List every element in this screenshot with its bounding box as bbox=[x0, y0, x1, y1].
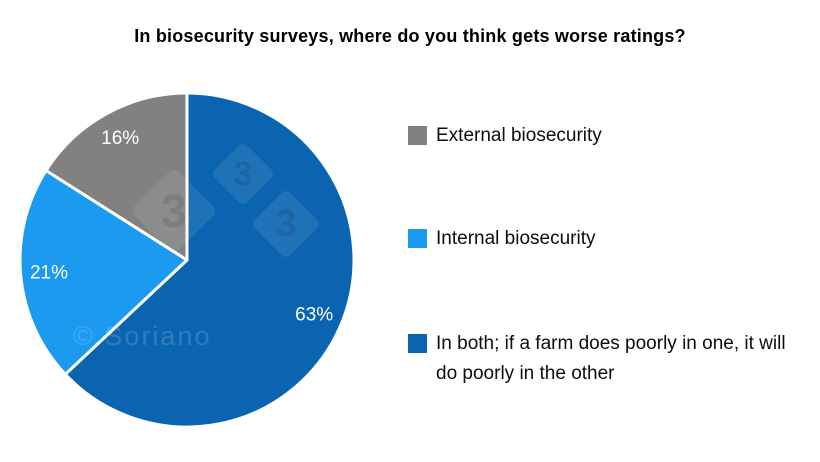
legend-label-external: External biosecurity bbox=[436, 125, 602, 146]
pie-slice-0 bbox=[63, 91, 356, 429]
watermark-diamond bbox=[253, 191, 319, 257]
legend-swatch-external bbox=[408, 126, 427, 145]
watermark-diamond-digit: 3 bbox=[161, 185, 187, 237]
pie-slice-2 bbox=[44, 91, 189, 262]
legend-item-external: External biosecurity bbox=[408, 121, 602, 151]
watermark-credit: © Soriano bbox=[73, 321, 211, 351]
pie-labels: 63% 21% 16% bbox=[30, 128, 333, 326]
pie-slice-1 bbox=[18, 169, 189, 376]
watermark-diamond bbox=[133, 170, 215, 252]
watermark-diamond-digit: 3 bbox=[275, 203, 296, 245]
watermark-diamond-digit: 3 bbox=[234, 155, 253, 193]
chart-title: In biosecurity surveys, where do you thi… bbox=[134, 26, 686, 46]
watermark: 3 3 3 © Soriano bbox=[73, 143, 319, 351]
legend-swatch-both bbox=[408, 334, 427, 353]
pie-slice-label-0: 63% bbox=[295, 305, 333, 326]
legend-item-internal: Internal biosecurity bbox=[408, 224, 595, 254]
legend-item-both: In both; if a farm does poorly in one, i… bbox=[408, 329, 800, 389]
pie-slice-label-1: 21% bbox=[30, 263, 68, 284]
pie-slice-label-2: 16% bbox=[101, 128, 139, 149]
legend-swatch-internal bbox=[408, 229, 427, 248]
pie-slices bbox=[18, 91, 356, 429]
legend-label-internal: Internal biosecurity bbox=[436, 228, 596, 249]
legend-label-both: In both; if a farm does poorly in one, i… bbox=[436, 333, 786, 384]
watermark-diamond bbox=[212, 143, 274, 205]
